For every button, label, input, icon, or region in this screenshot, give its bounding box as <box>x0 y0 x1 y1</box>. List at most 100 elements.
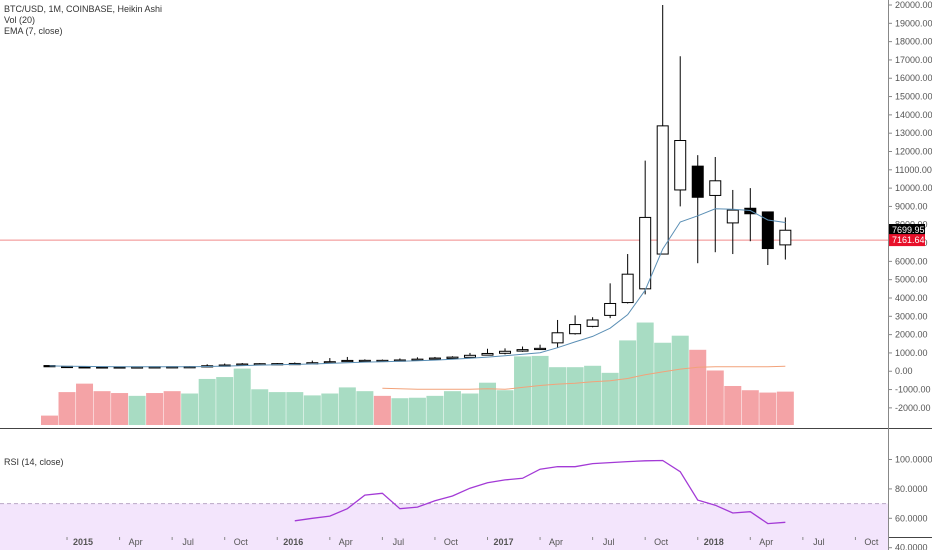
ema-legend: EMA (7, close) <box>4 26 63 36</box>
price-tick-label: 18000.00 <box>895 37 932 47</box>
volume-bar <box>41 415 58 425</box>
volume-bar <box>181 393 199 425</box>
candle-body <box>726 209 739 224</box>
candle <box>744 188 757 242</box>
candle-body <box>569 324 582 335</box>
price-pane <box>0 5 888 369</box>
candle <box>341 356 354 363</box>
price-tick-label: 19000.00 <box>895 18 932 28</box>
price-tick-label: 15000.00 <box>895 92 932 102</box>
candle <box>674 56 687 207</box>
candle-body <box>446 356 459 359</box>
time-tick-label: 2018 <box>704 537 724 547</box>
volume-legend: Vol (20) <box>4 15 35 25</box>
time-tick-label: 2017 <box>493 537 513 547</box>
candle-body <box>323 361 336 364</box>
volume-bar <box>303 395 321 425</box>
symbol-legend: BTC/USD, 1M, COINBASE, Heikin Ashi <box>4 4 162 14</box>
volume-bar <box>759 392 777 425</box>
candle-body <box>691 165 704 198</box>
volume-bar <box>724 385 742 425</box>
price-tick-label: 17000.00 <box>895 55 932 65</box>
candle-body <box>639 216 652 290</box>
volume-bar <box>146 393 164 425</box>
volume-bar <box>373 395 391 425</box>
volume-bar <box>654 342 672 425</box>
volume-bar <box>531 355 549 425</box>
price-tick-label: 13000.00 <box>895 128 932 138</box>
axes: 20000.00 19000.00 18000.00 17000.00 16000.00… <box>66 0 932 550</box>
price-tick-label: 10000.00 <box>895 183 932 193</box>
volume-bar <box>251 389 269 425</box>
candle <box>779 217 792 260</box>
time-tick-label: Oct <box>654 537 669 547</box>
volume-bar <box>776 391 794 425</box>
volume-bar <box>111 393 129 425</box>
candle <box>481 348 494 356</box>
time-tick-label: Apr <box>339 537 353 547</box>
rsi-tick-label: 60.0000 <box>895 513 928 523</box>
candle <box>604 283 617 319</box>
time-tick-label: Apr <box>759 537 773 547</box>
volume-bar <box>584 365 602 425</box>
volume-bar <box>443 391 461 425</box>
time-tick-label: Apr <box>549 537 563 547</box>
candle <box>446 356 459 359</box>
volume-bar <box>356 391 374 425</box>
candle-body <box>709 180 722 196</box>
candle <box>534 344 547 351</box>
candle <box>499 348 512 355</box>
volume-bar <box>549 367 567 425</box>
rsi-tick-label: 40.0000 <box>895 543 928 550</box>
candle-body <box>779 229 792 246</box>
candle <box>709 156 722 253</box>
candle <box>639 160 652 295</box>
candle <box>358 359 371 363</box>
volume-bar <box>76 383 94 425</box>
candle <box>621 254 634 304</box>
candle-body <box>499 350 512 354</box>
rsi-legend: RSI (14, close) <box>4 457 64 467</box>
price-tick-label: 2000.00 <box>895 330 928 340</box>
volume-bar <box>619 340 637 425</box>
volume-bar <box>321 393 339 425</box>
volume-bar <box>408 397 426 425</box>
candle-body <box>656 125 669 255</box>
time-tick-label: Jul <box>813 537 825 547</box>
rsi-line <box>294 459 786 525</box>
rsi-tick-label: 100.0000 <box>895 455 932 465</box>
candle <box>761 211 774 266</box>
volume-bar <box>286 392 304 425</box>
candle <box>726 189 739 255</box>
volume-bar <box>268 392 286 425</box>
candle <box>656 5 669 255</box>
volume-bar <box>93 391 111 425</box>
candle <box>463 352 476 358</box>
time-tick-label: 2015 <box>73 537 93 547</box>
volume-bar <box>391 398 409 425</box>
volume-bar <box>706 370 724 425</box>
ema-line <box>49 208 786 368</box>
rsi-tick-label: 80.0000 <box>895 484 928 494</box>
candle-body <box>463 354 476 358</box>
last-value-label: 7699.95 <box>892 225 925 235</box>
price-tick-label: 3000.00 <box>895 311 928 321</box>
volume-ma-line <box>382 365 786 390</box>
candle-body <box>761 211 774 250</box>
volume-bar <box>461 393 479 425</box>
volume-bar <box>514 356 532 425</box>
volume-bar <box>496 390 514 425</box>
candle <box>236 362 249 366</box>
time-tick-label: Jul <box>393 537 405 547</box>
price-tick-label: 9000.00 <box>895 201 928 211</box>
price-tick-label: 5000.00 <box>895 275 928 285</box>
candle <box>323 358 336 364</box>
volume-bar <box>233 368 251 425</box>
volume-bar <box>163 391 181 425</box>
price-tick-label: 20000.00 <box>895 0 932 10</box>
volume-bar <box>338 387 356 425</box>
volume-bar <box>479 382 496 425</box>
time-tick-label: Apr <box>129 537 143 547</box>
